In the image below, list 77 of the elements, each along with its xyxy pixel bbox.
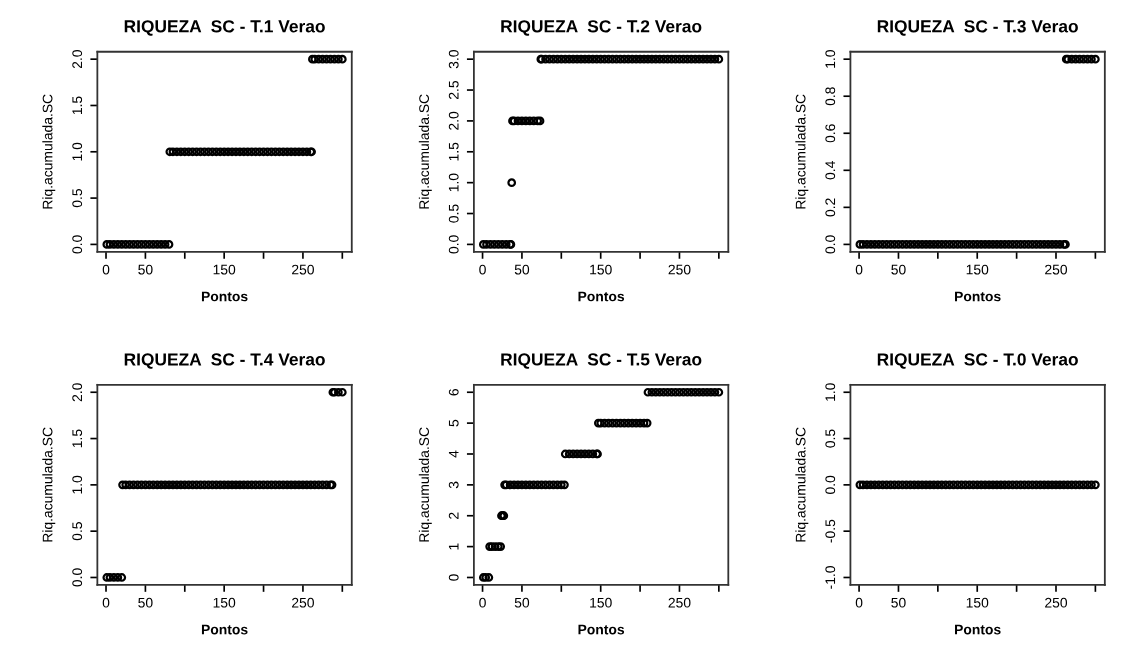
y-tick-label: -1.0 [825,566,836,589]
y-tick-label: 0.2 [825,198,836,217]
y-tick-label: 2.0 [72,50,83,69]
y-tick-label: 0.4 [825,161,836,180]
y-tick-label: 2.5 [448,80,459,99]
x-tick-label: 250 [1045,597,1068,608]
x-tick-label: 0 [102,597,110,608]
chart-title: RIQUEZA SC - T.5 Verao [501,353,702,369]
x-tick-label: 0 [479,264,486,275]
y-tick-label: 0.5 [825,429,836,448]
chart-title: RIQUEZA SC - T.3 Verao [877,20,1078,36]
x-tick-label: 150 [966,597,989,608]
chart-title: RIQUEZA SC - T.0 Verao [877,353,1078,369]
x-tick-label: 150 [213,597,236,608]
y-axis-title: Riq.acumulada.SC [795,94,809,209]
chart-title: RIQUEZA SC - T.1 Verao [124,20,325,36]
x-tick-label: 50 [138,597,153,608]
y-tick-label: 1.0 [825,383,836,401]
y-tick-label: 3.0 [448,50,459,69]
x-tick-label: 250 [292,597,314,608]
y-tick-label: 1.5 [72,96,83,115]
x-tick-label: 0 [855,264,863,275]
x-axis-title: Pontos [578,291,625,302]
y-tick-label: 0.0 [825,475,836,494]
x-tick-label: 250 [668,264,691,275]
x-axis-title: Pontos [201,624,248,635]
chart-title: RIQUEZA SC - T.4 Verao [124,353,325,369]
y-tick-label: 1.5 [72,429,83,448]
x-tick-label: 250 [292,264,314,275]
x-tick-label: 50 [891,597,906,608]
x-tick-label: 50 [514,264,530,275]
y-axis-title: Riq.acumulada.SC [418,427,432,542]
chart-title: RIQUEZA SC - T.2 Verao [501,20,702,36]
y-axis-title: Riq.acumulada.SC [418,94,432,209]
x-tick-label: 150 [213,264,236,275]
y-tick-label: 0 [448,574,459,581]
y-tick-label: 2.0 [72,383,83,402]
x-tick-label: 50 [891,264,906,275]
y-axis-title: Riq.acumulada.SC [42,427,56,542]
y-tick-label: -0.5 [825,519,836,543]
y-tick-label: 1.5 [448,142,459,161]
y-tick-label: 4 [448,450,459,458]
y-tick-label: 0.5 [72,189,83,208]
x-axis-title: Pontos [578,624,625,635]
y-tick-label: 0.5 [72,522,83,541]
x-tick-label: 0 [102,264,110,275]
y-tick-label: 2 [448,512,459,519]
x-tick-label: 250 [668,597,691,608]
y-tick-label: 1.0 [72,475,83,494]
x-tick-label: 150 [590,264,612,275]
y-tick-label: 0.0 [72,568,83,587]
y-tick-label: 3 [448,481,459,489]
y-tick-label: 0.0 [825,235,836,254]
y-tick-label: 5 [448,419,459,427]
x-axis-title: Pontos [955,624,1001,635]
y-tick-label: 6 [448,389,459,396]
y-axis-title: Riq.acumulada.SC [42,94,56,209]
y-tick-label: 0.8 [825,87,836,106]
x-axis-title: Pontos [955,291,1001,302]
y-tick-label: 0.0 [72,235,83,254]
x-tick-label: 50 [514,597,530,608]
y-axis-title: Riq.acumulada.SC [795,427,809,542]
x-tick-label: 0 [855,597,863,608]
y-tick-label: 0.0 [448,235,459,254]
x-tick-label: 150 [590,597,612,608]
y-tick-label: 2.0 [448,111,459,130]
y-tick-label: 1 [448,543,459,550]
y-tick-label: 1.0 [448,173,459,192]
x-tick-label: 150 [966,264,989,275]
x-tick-label: 50 [138,264,153,275]
y-tick-label: 0.5 [448,204,459,223]
y-tick-label: 0.6 [825,124,836,143]
x-axis-title: Pontos [201,291,248,302]
x-tick-label: 250 [1045,264,1068,275]
y-tick-label: 1.0 [72,142,83,161]
x-tick-label: 0 [479,597,486,608]
y-tick-label: 1.0 [825,50,836,68]
